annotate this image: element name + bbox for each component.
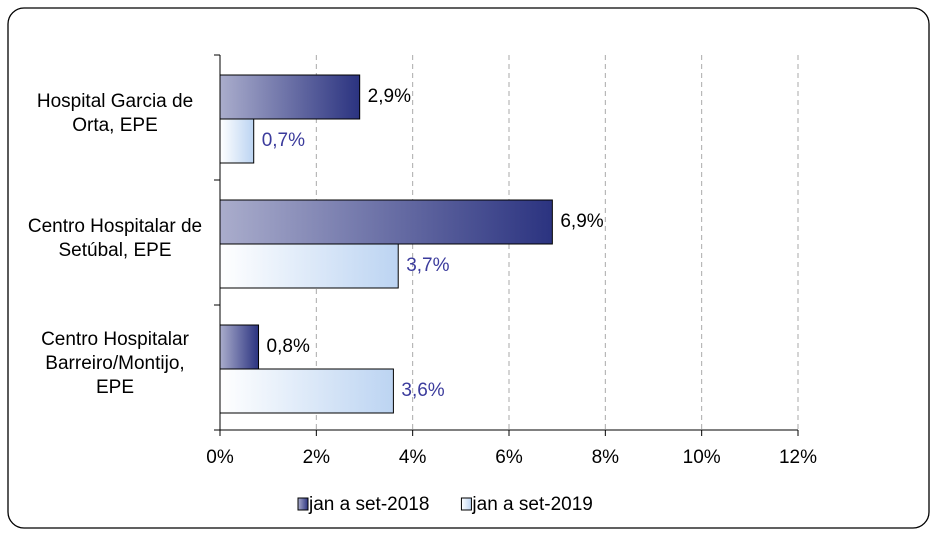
bar	[219, 199, 553, 245]
y-tick-label: Hospital Garcia de Orta, EPE	[36, 90, 194, 136]
bar	[219, 74, 361, 120]
x-tick-label: 10%	[683, 447, 721, 468]
legend-swatch	[297, 497, 309, 511]
legend-swatch	[460, 497, 472, 511]
x-tick-label: 4%	[399, 447, 427, 468]
data-label: 3,7%	[406, 255, 449, 276]
x-tick-label: 6%	[495, 447, 523, 468]
x-tick-label: 2%	[303, 447, 331, 468]
x-tick-label: 8%	[592, 447, 620, 468]
x-tick-label: 12%	[779, 447, 817, 468]
data-label: 0,7%	[262, 130, 305, 151]
x-tick-label: 0%	[206, 447, 234, 468]
y-tick-label: Centro Hospitalar Barreiro/Montijo, EPE	[41, 328, 189, 398]
bar	[219, 324, 260, 370]
bar	[219, 368, 394, 414]
data-label: 3,6%	[401, 380, 444, 401]
data-label: 2,9%	[368, 86, 411, 107]
bar	[219, 118, 255, 164]
bar	[219, 243, 399, 289]
data-label: 0,8%	[267, 336, 310, 357]
legend-label: jan a set-2019	[471, 494, 592, 515]
data-label: 6,9%	[560, 211, 603, 232]
legend-label: jan a set-2018	[308, 494, 429, 515]
y-tick-label: Centro Hospitalar de Setúbal, EPE	[27, 215, 203, 261]
